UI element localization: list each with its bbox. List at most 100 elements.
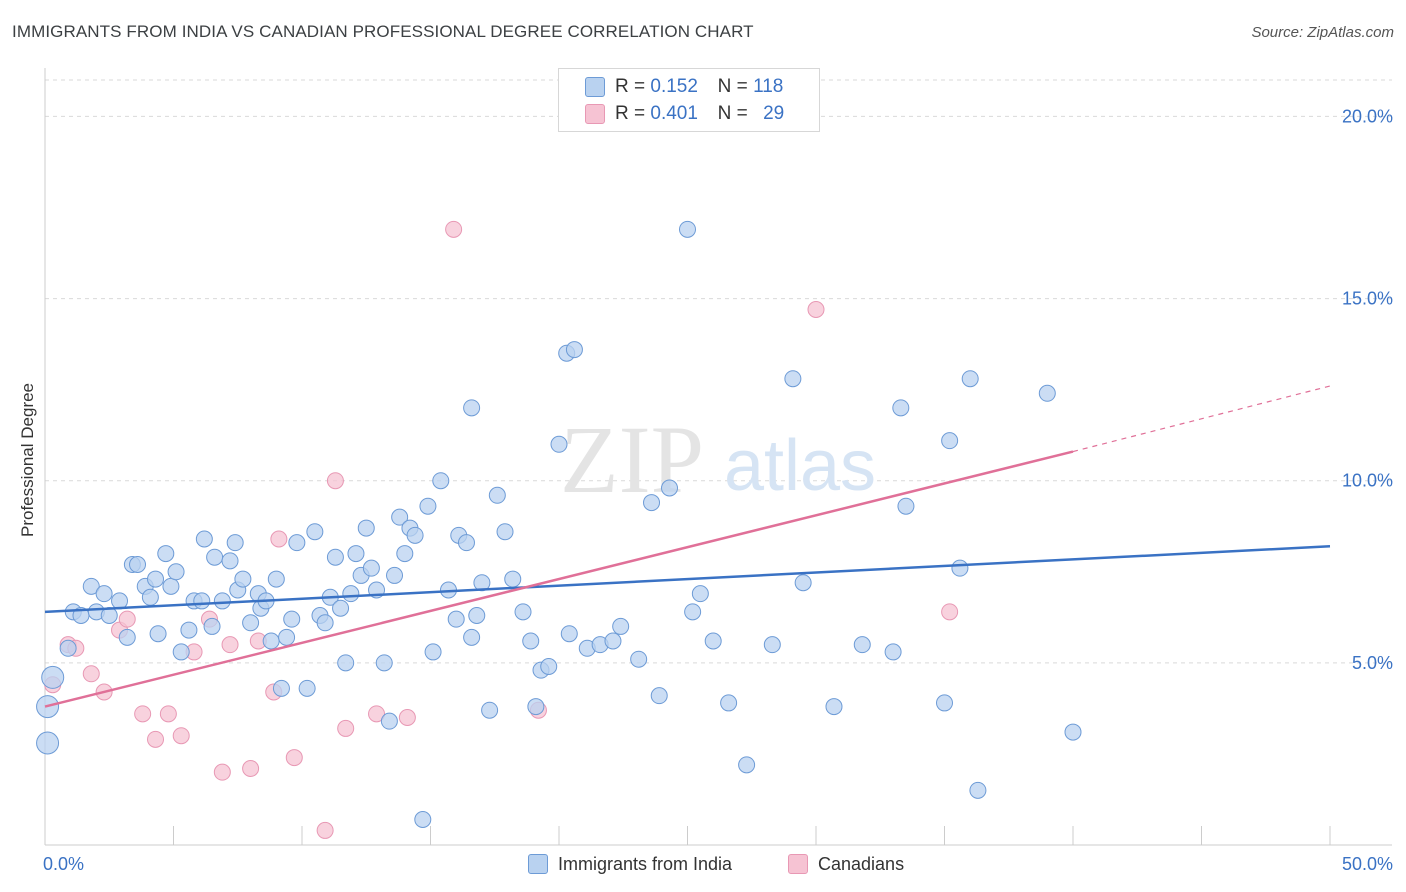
canadians-point — [807, 301, 825, 318]
india-point — [157, 545, 175, 563]
india-point — [149, 625, 167, 643]
series-legend-canadians[interactable]: Canadians — [788, 850, 904, 878]
india-point — [661, 479, 679, 497]
india-point — [650, 687, 668, 705]
india-point — [342, 585, 360, 603]
india-point — [82, 577, 100, 595]
india-point — [262, 632, 280, 650]
india-point — [221, 552, 239, 570]
india-point — [540, 658, 558, 675]
india-point — [242, 614, 260, 632]
india-point — [406, 526, 424, 544]
india-point — [362, 559, 380, 577]
india-point — [213, 592, 231, 610]
india-point — [193, 592, 211, 610]
india-swatch — [585, 77, 605, 97]
india-point — [463, 399, 481, 417]
india-point — [897, 497, 915, 515]
canadians-point — [337, 719, 355, 737]
india-point — [41, 665, 65, 689]
india-point — [180, 621, 198, 639]
india-point — [375, 654, 393, 672]
india-point — [679, 220, 696, 238]
india-points — [36, 220, 1082, 828]
india-point — [612, 617, 630, 635]
india-point — [504, 570, 522, 588]
india-point — [763, 636, 781, 654]
india-point — [162, 577, 180, 595]
x-tick-label: 0.0% — [43, 854, 84, 874]
legend-row-canadians: R = 0.401 N = 29 — [585, 102, 784, 126]
canadians-point — [134, 705, 152, 723]
india-point — [794, 574, 812, 592]
india-point — [468, 607, 486, 624]
india-point — [141, 588, 159, 606]
canadians-point — [398, 709, 416, 726]
canadians-legend-label: Canadians — [818, 853, 905, 874]
y-tick-label: 15.0% — [1342, 289, 1393, 309]
india-point — [326, 548, 344, 566]
india-point — [604, 632, 622, 650]
canadians-point — [221, 636, 239, 654]
india-point — [316, 614, 334, 632]
india-point — [447, 610, 465, 628]
india-point — [59, 639, 77, 657]
y-tick-label: 5.0% — [1352, 653, 1393, 673]
india-point — [36, 731, 60, 755]
india-point — [172, 643, 190, 661]
legend-n-value-canadians: 29 — [763, 103, 785, 124]
india-point — [332, 599, 350, 617]
india-point — [234, 570, 252, 588]
legend-n-value-india: 118 — [753, 76, 784, 97]
canadians-point — [82, 665, 100, 683]
india-point — [684, 603, 702, 621]
india-point — [226, 534, 244, 552]
india-point — [203, 617, 221, 635]
india-point — [391, 508, 409, 526]
watermark-atlas: atlas — [724, 426, 876, 506]
canadians-point — [270, 530, 288, 548]
chart-title: IMMIGRANTS FROM INDIA VS CANADIAN PROFES… — [12, 22, 754, 41]
india-point — [167, 563, 185, 581]
series-legend-india[interactable]: Immigrants from India — [528, 850, 732, 878]
india-point — [560, 625, 578, 643]
india-point — [195, 530, 213, 548]
india-point — [522, 632, 540, 650]
axes — [44, 68, 1392, 846]
legend-n-label: N = — [717, 76, 748, 97]
y-tick-label: 10.0% — [1342, 471, 1393, 491]
india-point — [380, 712, 398, 730]
india-point — [892, 399, 910, 417]
india-point — [272, 679, 290, 697]
india-legend-label: Immigrants from India — [558, 853, 733, 874]
india-point — [720, 694, 738, 712]
india-point — [147, 570, 165, 588]
canadians-swatch — [585, 104, 605, 124]
india-point — [288, 534, 306, 552]
canadians-point — [159, 705, 177, 723]
india-point — [337, 654, 355, 672]
canadians-point — [285, 749, 303, 767]
india-point — [691, 585, 709, 603]
india-point — [206, 548, 224, 566]
india-point — [969, 781, 987, 799]
canadians-point — [445, 220, 463, 238]
india-point — [738, 756, 756, 774]
india-point — [853, 636, 871, 654]
tick-labels: 5.0% 10.0% 15.0% 20.0% 0.0% 50.0% — [43, 106, 1393, 874]
watermark-zip: ZIP — [560, 406, 704, 513]
canadians-point — [242, 760, 260, 777]
india-point — [283, 610, 301, 628]
india-point — [424, 643, 442, 661]
india-point — [396, 545, 414, 563]
india-point — [961, 370, 979, 388]
india-point — [941, 432, 959, 450]
india-point — [1064, 723, 1082, 741]
india-point — [118, 628, 136, 646]
india-point — [347, 545, 365, 563]
india-point — [386, 566, 404, 584]
correlation-legend: R = 0.152 N = 118 R = 0.401 N = 29 — [558, 68, 820, 132]
india-point — [825, 698, 843, 716]
india-point — [298, 679, 316, 697]
